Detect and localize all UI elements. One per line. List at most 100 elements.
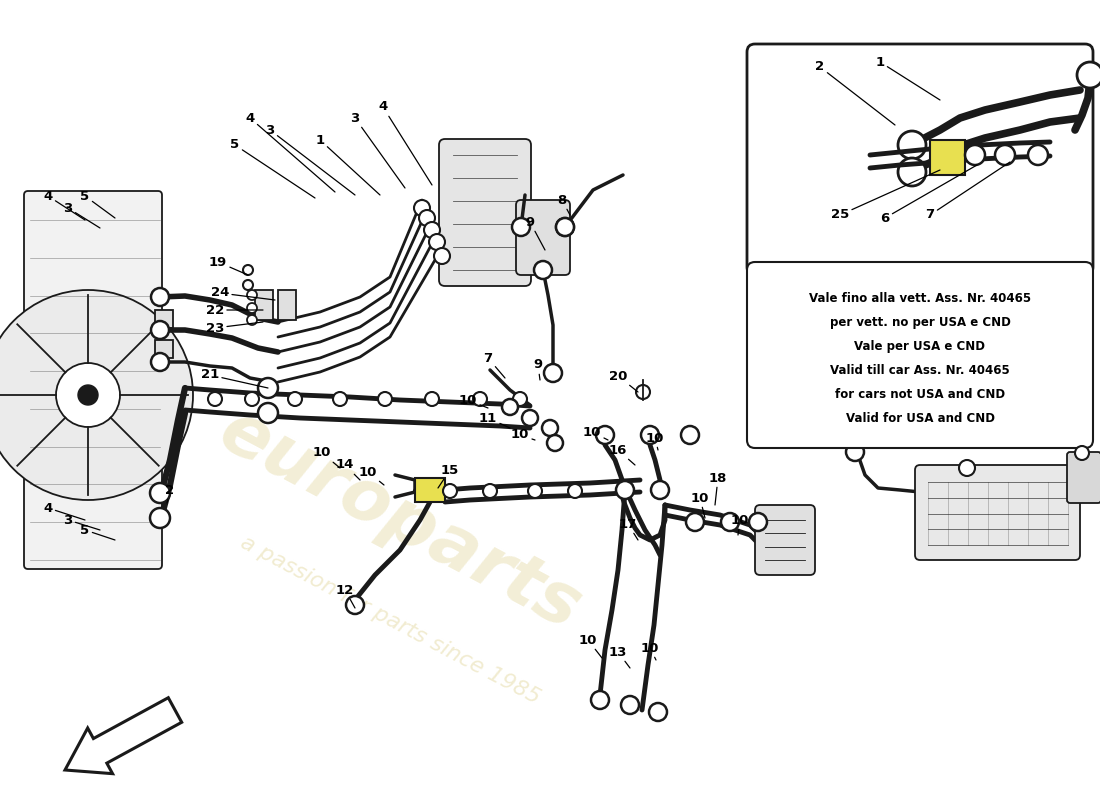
Text: 5: 5 <box>80 190 116 218</box>
Text: 18: 18 <box>708 471 727 505</box>
Text: 2: 2 <box>165 483 175 503</box>
Circle shape <box>618 484 632 498</box>
Text: 23: 23 <box>206 322 263 334</box>
Text: 3: 3 <box>64 202 100 228</box>
Circle shape <box>568 484 582 498</box>
Circle shape <box>556 218 574 236</box>
Text: 6: 6 <box>880 165 977 225</box>
Circle shape <box>151 321 169 339</box>
Text: 9: 9 <box>526 215 544 250</box>
Circle shape <box>151 288 169 306</box>
FancyArrow shape <box>65 698 182 774</box>
Bar <box>155 310 173 328</box>
Text: 22: 22 <box>206 303 263 317</box>
Text: 7: 7 <box>483 351 505 378</box>
Bar <box>930 140 965 175</box>
Circle shape <box>56 363 120 427</box>
Text: 17: 17 <box>619 518 638 540</box>
Circle shape <box>429 234 446 250</box>
Circle shape <box>534 261 552 279</box>
Circle shape <box>150 483 170 503</box>
FancyBboxPatch shape <box>516 200 570 275</box>
Circle shape <box>649 703 667 721</box>
Bar <box>155 340 173 358</box>
Circle shape <box>1075 446 1089 460</box>
Text: 5: 5 <box>230 138 315 198</box>
Circle shape <box>243 280 253 290</box>
Circle shape <box>898 158 926 186</box>
Text: 3: 3 <box>265 123 355 195</box>
Text: 7: 7 <box>925 162 1010 222</box>
Text: 5: 5 <box>80 523 116 540</box>
Circle shape <box>243 265 253 275</box>
Text: per vett. no per USA e CND: per vett. no per USA e CND <box>829 316 1011 329</box>
Text: 4: 4 <box>43 502 85 520</box>
Circle shape <box>473 392 487 406</box>
Bar <box>255 290 273 320</box>
Text: 10: 10 <box>459 394 488 408</box>
Text: 21: 21 <box>201 369 268 388</box>
Text: 15: 15 <box>438 463 459 488</box>
Bar <box>278 290 296 320</box>
Text: 3: 3 <box>351 111 405 188</box>
Text: 25: 25 <box>830 170 940 222</box>
Circle shape <box>544 364 562 382</box>
Circle shape <box>641 426 659 444</box>
Circle shape <box>591 691 609 709</box>
Text: a passion for parts since 1985: a passion for parts since 1985 <box>236 532 543 708</box>
FancyBboxPatch shape <box>915 465 1080 560</box>
Circle shape <box>248 315 257 325</box>
Circle shape <box>616 481 634 499</box>
FancyBboxPatch shape <box>747 44 1093 275</box>
Text: 10: 10 <box>641 642 659 660</box>
Circle shape <box>245 392 258 406</box>
Circle shape <box>434 248 450 264</box>
Text: 16: 16 <box>608 443 635 465</box>
Text: 9: 9 <box>534 358 542 380</box>
Text: 11: 11 <box>478 411 510 428</box>
Text: 1: 1 <box>316 134 380 195</box>
Bar <box>415 478 446 502</box>
Circle shape <box>686 513 704 531</box>
Text: 2: 2 <box>815 61 895 125</box>
Text: 4: 4 <box>43 190 85 220</box>
Circle shape <box>898 131 926 159</box>
Circle shape <box>651 481 669 499</box>
Circle shape <box>502 399 518 415</box>
Text: 24: 24 <box>211 286 275 300</box>
Circle shape <box>720 513 739 531</box>
Circle shape <box>556 218 574 236</box>
Circle shape <box>996 145 1015 165</box>
Circle shape <box>846 443 864 461</box>
FancyBboxPatch shape <box>755 505 815 575</box>
Circle shape <box>547 435 563 451</box>
Text: 12: 12 <box>336 583 355 608</box>
Text: 4: 4 <box>378 101 432 185</box>
FancyBboxPatch shape <box>24 191 162 569</box>
Text: 10: 10 <box>312 446 340 468</box>
Text: 8: 8 <box>558 194 570 215</box>
Circle shape <box>419 210 435 226</box>
Circle shape <box>596 426 614 444</box>
Circle shape <box>346 596 364 614</box>
Text: Valid till car Ass. Nr. 40465: Valid till car Ass. Nr. 40465 <box>830 364 1010 377</box>
Text: Vale fino alla vett. Ass. Nr. 40465: Vale fino alla vett. Ass. Nr. 40465 <box>808 292 1031 305</box>
FancyBboxPatch shape <box>747 262 1093 448</box>
Circle shape <box>636 385 650 399</box>
Circle shape <box>378 392 392 406</box>
Circle shape <box>522 410 538 426</box>
Text: 10: 10 <box>583 426 608 440</box>
Text: 10: 10 <box>359 466 384 485</box>
Circle shape <box>414 200 430 216</box>
Text: for cars not USA and CND: for cars not USA and CND <box>835 388 1005 401</box>
Text: 10: 10 <box>510 429 535 442</box>
Circle shape <box>248 303 257 313</box>
Text: 3: 3 <box>64 514 100 530</box>
FancyBboxPatch shape <box>439 139 531 286</box>
Circle shape <box>288 392 302 406</box>
Text: 10: 10 <box>646 431 664 450</box>
Circle shape <box>258 403 278 423</box>
Circle shape <box>150 508 170 528</box>
Text: Vale per USA e CND: Vale per USA e CND <box>855 340 986 353</box>
Circle shape <box>483 484 497 498</box>
